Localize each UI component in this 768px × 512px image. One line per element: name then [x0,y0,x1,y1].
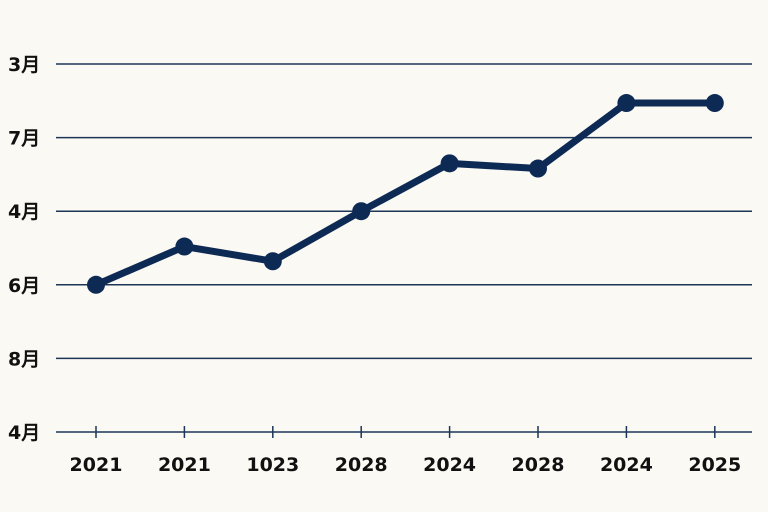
data-point [352,202,371,221]
data-point [175,237,194,256]
x-tick-label: 2024 [600,454,653,476]
data-point [440,154,459,173]
y-tick-label: 8月 [8,348,40,370]
y-tick-label: 6月 [8,275,40,297]
y-tick-label: 4月 [8,201,40,223]
data-point [87,275,105,294]
x-tick-label: 2024 [423,454,476,476]
x-axis-ticks: 2021 2021 1023 2028 2024 2028 2024 2025 [70,426,741,476]
data-point [529,159,547,178]
y-axis-ticks: 3月 7月 4月 6月 8月 4月 [8,54,40,444]
x-tick-label: 2028 [335,454,388,476]
series-line [92,99,719,289]
data-point [617,94,636,113]
x-tick-label: 2028 [512,454,565,476]
data-point [263,252,282,271]
x-tick-label: 2025 [688,454,741,476]
data-point [705,94,724,113]
x-tick-label: 1023 [246,454,299,476]
y-tick-label: 4月 [8,422,40,444]
grid-lines [56,63,752,433]
x-tick-label: 2021 [70,454,123,476]
y-tick-label: 7月 [8,128,40,150]
data-points [87,94,724,294]
x-tick-label: 2021 [158,454,211,476]
y-tick-label: 3月 [8,54,40,76]
